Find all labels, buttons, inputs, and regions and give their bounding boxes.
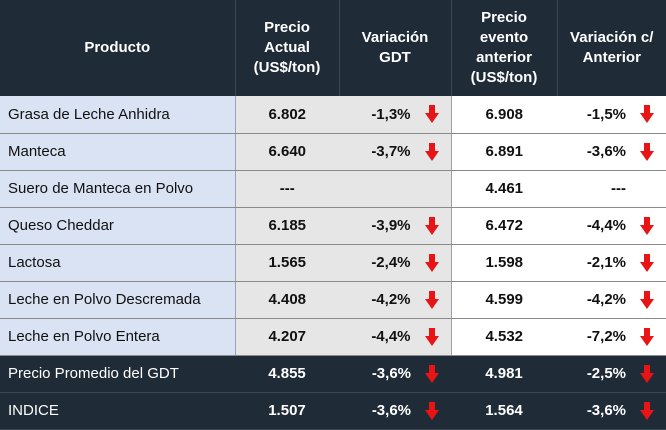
previous-variation: -2,5% (557, 355, 666, 393)
arrow-down-icon (640, 142, 654, 161)
product-name: INDICE (0, 392, 235, 430)
previous-variation: -1,5% (557, 96, 666, 134)
arrow-down-icon (640, 364, 654, 383)
arrow-down-icon (640, 253, 654, 272)
variation-value: -3,7% (371, 143, 411, 160)
previous-price: 6.891 (450, 133, 557, 171)
previous-price: 4.981 (451, 355, 557, 393)
gdt-variation (339, 170, 451, 208)
arrow-down-icon (640, 105, 654, 124)
previous-variation: -2,1% (557, 244, 666, 282)
header-previous-variation: Variación c/Anterior (556, 0, 666, 96)
arrow-down-icon (640, 216, 654, 235)
current-price: 4.855 (235, 355, 339, 393)
previous-price: 4.461 (450, 170, 557, 208)
arrow-down-icon (424, 216, 439, 235)
variation-value: -3,6% (371, 365, 411, 382)
previous-variation: -3,6% (557, 133, 666, 171)
gdt-variation: -3,6% (339, 355, 451, 393)
variation-value: -7,2% (586, 328, 626, 345)
previous-price: 4.599 (450, 281, 557, 319)
current-price: 4.408 (235, 281, 339, 319)
current-price: 4.207 (235, 318, 339, 356)
variation-value: -3,6% (371, 402, 411, 419)
gdt-variation: -4,4% (339, 318, 451, 356)
gdt-variation: -2,4% (339, 244, 451, 282)
gdt-variation: -3,7% (339, 133, 451, 171)
header-previous-price: Precio evento anterior (US$/ton) (450, 0, 557, 96)
previous-price: 1.598 (450, 244, 557, 282)
header-product: Producto (0, 0, 235, 96)
product-name: Manteca (0, 133, 236, 171)
arrow-down-icon (424, 253, 439, 272)
table-row: Manteca 6.640 -3,7% 6.891 -3,6% (0, 133, 666, 171)
gdt-variation: -1,3% (339, 96, 451, 134)
table-row: Queso Cheddar 6.185 -3,9% 6.472 -4,4% (0, 207, 666, 245)
variation-value: -2,4% (371, 254, 411, 271)
header-row: Producto Precio Actual (US$/ton) Variación… (0, 0, 666, 96)
previous-price: 1.564 (451, 392, 557, 430)
arrow-down-icon (425, 401, 439, 420)
product-name: Lactosa (0, 244, 236, 282)
arrow-down-icon (425, 364, 439, 383)
variation-value: -2,1% (586, 254, 626, 271)
header-current-price: Precio Actual (US$/ton) (234, 0, 339, 96)
previous-variation: --- (557, 170, 666, 208)
variation-value: -1,5% (586, 105, 626, 123)
summary-row: INDICE 1.507 -3,6% 1.564 -3,6% (0, 392, 666, 430)
product-name: Grasa de Leche Anhidra (0, 96, 236, 134)
product-name: Leche en Polvo Entera (0, 318, 236, 356)
gdt-variation: -3,6% (339, 392, 451, 430)
variation-value: -4,2% (371, 291, 411, 308)
table-row: Lactosa 1.565 -2,4% 1.598 -2,1% (0, 244, 666, 282)
product-name: Precio Promedio del GDT (0, 355, 235, 393)
variation-value: -3,9% (371, 217, 411, 234)
previous-price: 6.908 (450, 96, 557, 134)
arrow-down-icon (424, 327, 439, 346)
previous-variation: -4,2% (557, 281, 666, 319)
variation-value: -4,4% (586, 217, 626, 234)
current-price: 6.802 (235, 96, 339, 134)
table-row: Grasa de Leche Anhidra 6.802 -1,3% 6.908 -1,… (0, 96, 666, 134)
arrow-down-icon (640, 401, 654, 420)
current-price: 1.507 (235, 392, 339, 430)
current-price: --- (235, 170, 339, 208)
previous-price: 4.532 (450, 318, 557, 356)
previous-variation: -3,6% (557, 392, 666, 430)
gdt-variation: -4,2% (339, 281, 451, 319)
current-price: 1.565 (235, 244, 339, 282)
variation-value: -2,5% (586, 365, 626, 382)
header-gdt-variation: Variación GDT (338, 0, 451, 96)
variation-value: -3,6% (586, 402, 626, 419)
product-name: Queso Cheddar (0, 207, 236, 245)
gdt-variation: -3,9% (339, 207, 451, 245)
arrow-down-icon (424, 142, 439, 161)
current-price: 6.185 (235, 207, 339, 245)
variation-value: -4,2% (586, 291, 626, 308)
previous-variation: -4,4% (557, 207, 666, 245)
product-name: Suero de Manteca en Polvo (0, 170, 236, 208)
variation-value: -3,6% (586, 143, 626, 160)
previous-variation: -7,2% (557, 318, 666, 356)
table-row: Leche en Polvo Descremada 4.408 -4,2% 4.599… (0, 281, 666, 319)
arrow-down-icon (424, 290, 439, 309)
product-name: Leche en Polvo Descremada (0, 281, 236, 319)
variation-value: -4,4% (371, 328, 411, 345)
arrow-down-icon (424, 105, 439, 124)
summary-row: Precio Promedio del GDT 4.855 -3,6% 4.981 -2… (0, 355, 666, 393)
variation-value: -1,3% (371, 105, 411, 123)
variation-value: --- (611, 180, 626, 197)
current-price: 6.640 (235, 133, 339, 171)
table-row: Leche en Polvo Entera 4.207 -4,4% 4.532 -7,2… (0, 318, 666, 356)
arrow-down-icon (640, 290, 654, 309)
arrow-down-icon (640, 327, 654, 346)
previous-price: 6.472 (450, 207, 557, 245)
table-row: Suero de Manteca en Polvo --- 4.461 --- (0, 170, 666, 208)
